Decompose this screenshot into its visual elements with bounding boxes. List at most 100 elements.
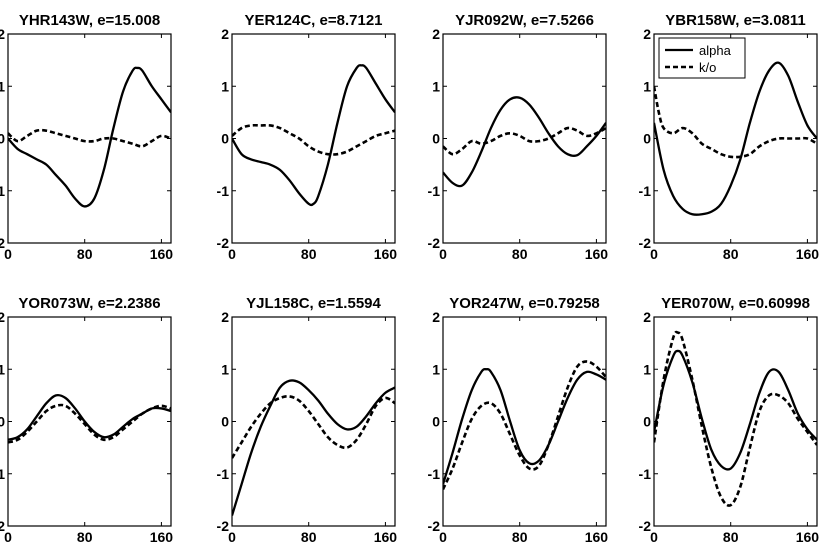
y-tick-label: 0 xyxy=(432,131,440,147)
series-line-ko xyxy=(232,395,395,459)
subplot-6: YJL158C, e=1.5594 -2 -1 0 1 2 0 80 160 xyxy=(217,295,398,545)
y-tick-label: -1 xyxy=(217,466,230,482)
x-tick-label: 160 xyxy=(374,246,398,262)
y-tick-label: -2 xyxy=(217,235,230,251)
y-tick-label: 2 xyxy=(221,309,229,325)
y-tick-label: -2 xyxy=(639,235,652,251)
subplot-title: YHR143W, e=15.008 xyxy=(19,12,160,29)
y-tick-label: 0 xyxy=(221,414,229,430)
series-line-ko xyxy=(654,86,817,159)
subplot-4: YBR158W, e=3.0811 -2 -1 0 1 2 0 80 160 alpha k/o xyxy=(639,12,820,262)
y-tick-label: 0 xyxy=(0,414,5,430)
subplot-title: YOR247W, e=0.79258 xyxy=(449,295,600,312)
x-tick-label: 160 xyxy=(585,246,609,262)
x-tick-label: 0 xyxy=(650,246,658,262)
y-tick-label: -1 xyxy=(0,466,5,482)
legend-box xyxy=(658,37,746,79)
y-tick-label: 2 xyxy=(0,309,5,325)
y-tick-label: 1 xyxy=(0,78,5,94)
x-tick-label: 160 xyxy=(150,246,174,262)
y-tick-label: 1 xyxy=(432,361,440,377)
x-tick-label: 80 xyxy=(723,246,739,262)
y-tick-label: 0 xyxy=(432,414,440,430)
legend: alpha k/o xyxy=(658,37,746,79)
series-line-ko xyxy=(654,330,817,507)
subplot-title: YER124C, e=8.7121 xyxy=(244,12,382,29)
y-tick-label: 2 xyxy=(0,26,5,42)
x-tick-label: 0 xyxy=(439,529,447,545)
subplot-title: YER070W, e=0.60998 xyxy=(661,295,810,312)
series-line-alpha xyxy=(232,64,395,207)
y-tick-label: -1 xyxy=(428,183,441,199)
x-tick-label: 160 xyxy=(796,529,820,545)
x-tick-label: 0 xyxy=(228,246,236,262)
x-tick-label: 0 xyxy=(228,529,236,545)
plot-frame xyxy=(653,316,818,527)
y-tick-label: 1 xyxy=(0,361,5,377)
x-tick-label: 80 xyxy=(301,529,317,545)
series-line-alpha xyxy=(232,379,395,516)
series-line-alpha xyxy=(8,66,171,208)
series-line-alpha xyxy=(654,349,817,471)
legend-label: alpha xyxy=(699,43,732,58)
x-tick-label: 80 xyxy=(512,529,528,545)
subplot-title: YJL158C, e=1.5594 xyxy=(246,295,381,312)
y-tick-label: -2 xyxy=(0,235,5,251)
subplot-title: YBR158W, e=3.0811 xyxy=(665,12,806,29)
x-tick-label: 80 xyxy=(77,246,93,262)
subplot-5: YOR073W, e=2.2386 -2 -1 0 1 2 0 80 160 xyxy=(0,295,173,545)
x-tick-label: 0 xyxy=(439,246,447,262)
y-tick-label: -2 xyxy=(0,518,5,534)
y-tick-label: 1 xyxy=(643,78,651,94)
subplot-8: YER070W, e=0.60998 -2 -1 0 1 2 0 80 160 xyxy=(639,295,820,545)
series-line-ko xyxy=(443,126,606,156)
legend-label: k/o xyxy=(699,60,716,75)
y-tick-label: 0 xyxy=(643,131,651,147)
y-tick-label: 1 xyxy=(432,78,440,94)
x-tick-label: 0 xyxy=(4,529,12,545)
y-tick-label: 2 xyxy=(643,26,651,42)
subplot-3: YJR092W, e=7.5266 -2 -1 0 1 2 0 80 160 xyxy=(428,12,609,262)
subplot-title: YJR092W, e=7.5266 xyxy=(455,12,594,29)
y-tick-label: -1 xyxy=(217,183,230,199)
x-tick-label: 160 xyxy=(150,529,174,545)
y-tick-label: 2 xyxy=(643,309,651,325)
y-tick-label: -1 xyxy=(0,183,5,199)
series-line-alpha xyxy=(443,368,606,485)
y-tick-label: 1 xyxy=(221,78,229,94)
y-tick-label: -1 xyxy=(639,183,652,199)
x-tick-label: 160 xyxy=(374,529,398,545)
y-tick-label: -1 xyxy=(639,466,652,482)
y-tick-label: -1 xyxy=(428,466,441,482)
y-tick-label: 0 xyxy=(643,414,651,430)
y-tick-label: 2 xyxy=(432,309,440,325)
series-line-ko xyxy=(443,360,606,490)
y-tick-label: -2 xyxy=(639,518,652,534)
subplot-title: YOR073W, e=2.2386 xyxy=(18,295,160,312)
y-tick-label: -2 xyxy=(428,518,441,534)
plot-frame xyxy=(7,33,172,244)
series-line-alpha xyxy=(8,393,171,441)
series-line-alpha xyxy=(654,61,817,216)
plot-frame xyxy=(442,316,607,527)
subplot-2: YER124C, e=8.7121 -2 -1 0 1 2 0 80 160 xyxy=(217,12,398,262)
y-tick-label: -2 xyxy=(217,518,230,534)
x-tick-label: 80 xyxy=(77,529,93,545)
subplot-1: YHR143W, e=15.008 -2 -1 0 1 2 0 80 160 xyxy=(0,12,173,262)
series-line-ko xyxy=(232,123,395,156)
y-tick-label: 2 xyxy=(432,26,440,42)
series-line-alpha xyxy=(443,96,606,188)
y-tick-label: 0 xyxy=(221,131,229,147)
subplot-7: YOR247W, e=0.79258 -2 -1 0 1 2 0 80 160 xyxy=(428,295,609,545)
x-tick-label: 80 xyxy=(723,529,739,545)
y-tick-label: 2 xyxy=(221,26,229,42)
x-tick-label: 0 xyxy=(650,529,658,545)
series-line-ko xyxy=(8,128,171,148)
x-tick-label: 80 xyxy=(301,246,317,262)
series-line-ko xyxy=(8,403,171,444)
x-tick-label: 160 xyxy=(585,529,609,545)
y-tick-label: 1 xyxy=(643,361,651,377)
x-tick-label: 160 xyxy=(796,246,820,262)
plot-frame xyxy=(231,316,396,527)
